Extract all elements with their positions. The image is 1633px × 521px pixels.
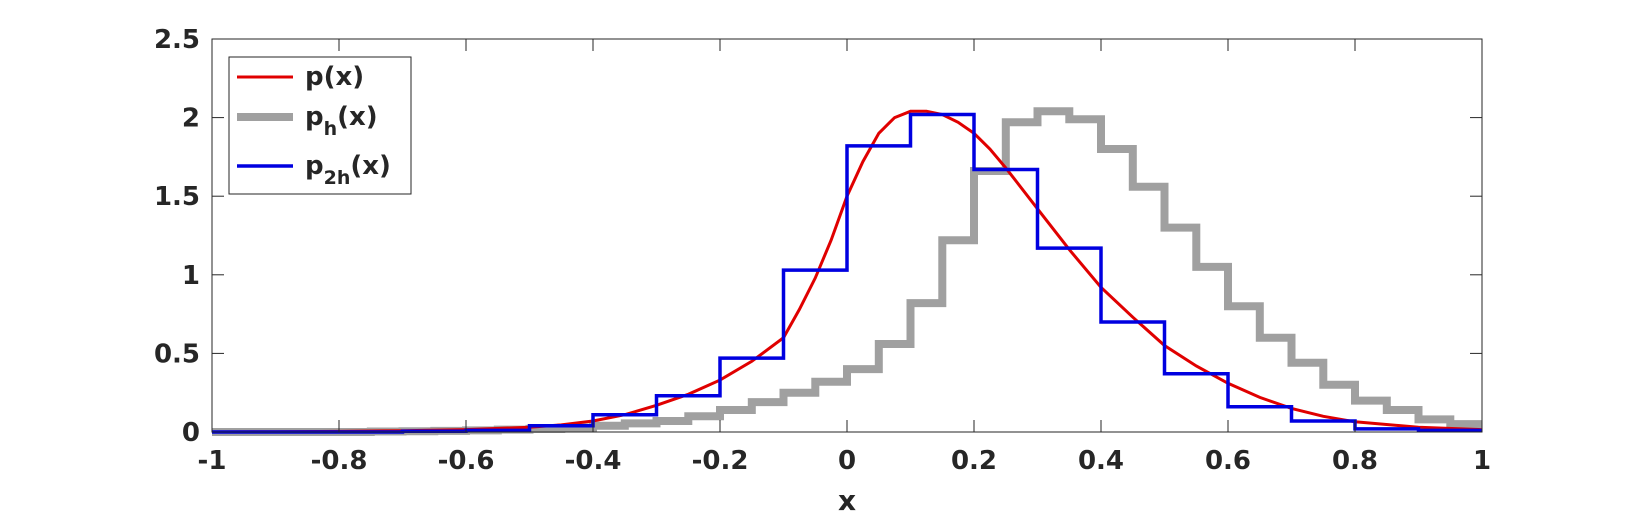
legend-label: ph(x): [305, 102, 378, 140]
x-tick-label: -0.4: [565, 446, 622, 476]
legend: p(x) ph(x) p2h(x): [228, 56, 412, 195]
legend-label: p(x): [305, 62, 364, 92]
x-tick-label: 0.4: [1078, 446, 1124, 476]
x-tick-label: -0.8: [311, 446, 368, 476]
y-tick-label: 2.5: [154, 25, 200, 55]
y-tick-label: 1: [182, 261, 200, 291]
ticks-layer: -1 -0.8 -0.6 -0.4 -0.2 0 0.2 0.4 0.6 0.8 1 0 0.5 1 1.5…: [154, 25, 1491, 476]
x-tick-label: 0.6: [1205, 446, 1251, 476]
legend-box: [228, 56, 412, 195]
x-tick-label: 1: [1473, 446, 1491, 476]
x-tick-label: 0: [838, 446, 856, 476]
x-tick-label: -1: [198, 446, 227, 476]
series-line-p-2h-x-: [212, 112, 1482, 434]
series-line-p-x-: [211, 109, 1483, 434]
y-tick-label: 1.5: [154, 182, 200, 212]
x-tick-label: -0.2: [692, 446, 749, 476]
y-tick-label: 2: [182, 104, 200, 134]
y-tick-label: 0.5: [154, 339, 200, 369]
x-tick-label: 0.8: [1332, 446, 1378, 476]
x-axis-label: x: [838, 484, 856, 517]
x-tick-label: -0.6: [438, 446, 495, 476]
x-tick-label: 0.2: [951, 446, 997, 476]
series-layer: [211, 107, 1483, 436]
y-tick-label: 0: [182, 418, 200, 448]
legend-label: p2h(x): [305, 151, 391, 189]
